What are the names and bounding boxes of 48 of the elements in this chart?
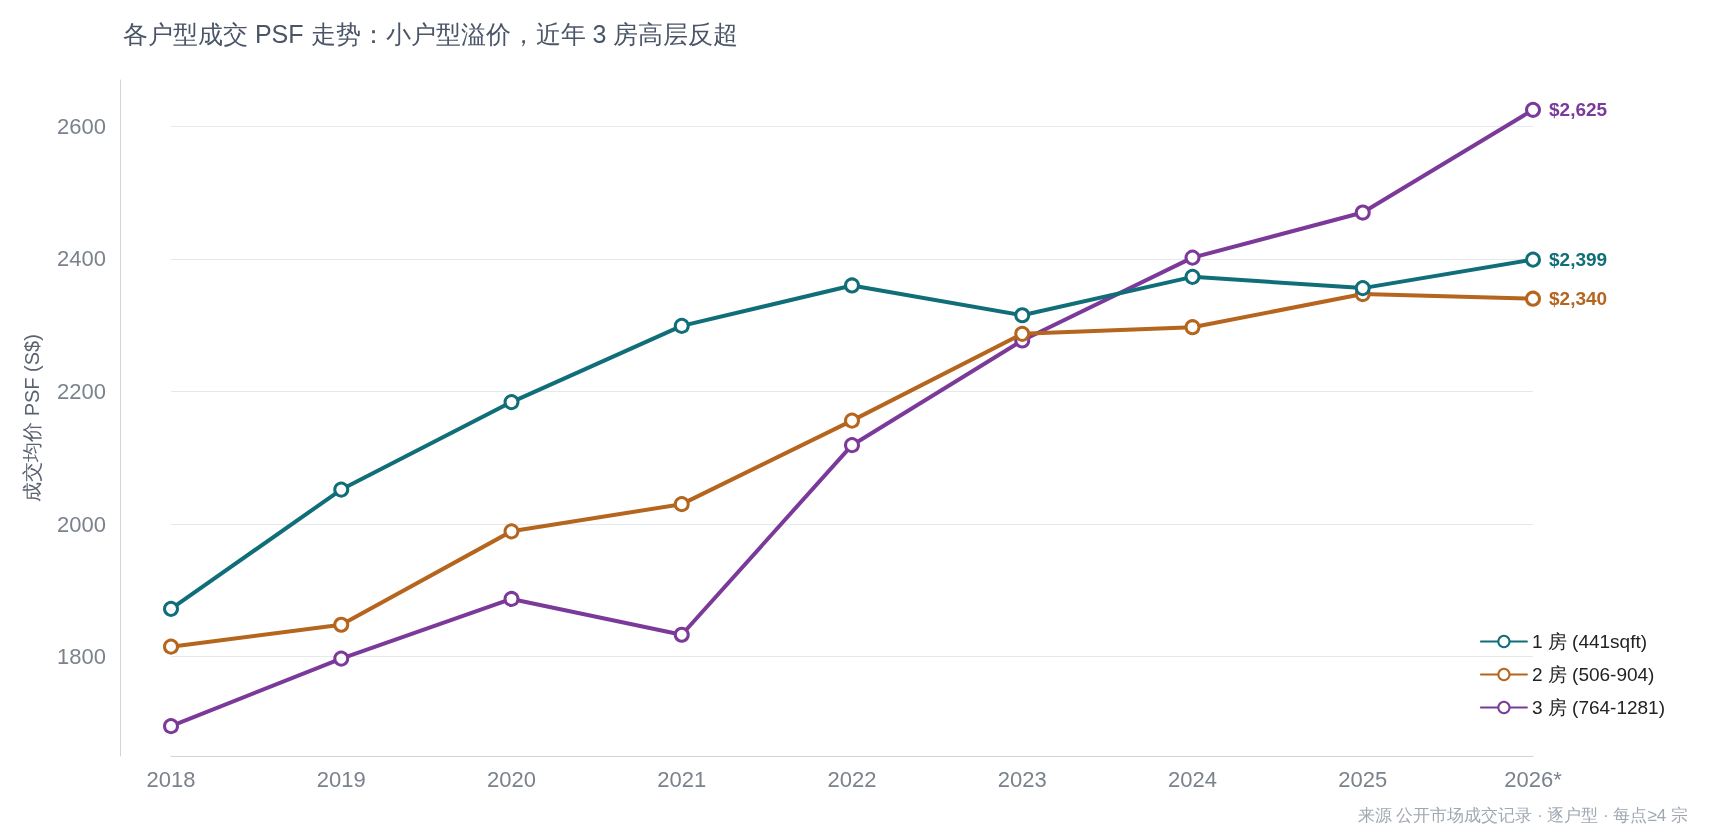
- point: [333, 650, 350, 667]
- x-tick-label: 2020: [487, 766, 536, 792]
- point: [844, 277, 860, 294]
- point: [333, 616, 350, 633]
- x-tick-label: 2021: [657, 766, 707, 792]
- y-tick-label: 2000: [57, 511, 106, 537]
- point: [844, 412, 860, 429]
- point: [1184, 268, 1201, 285]
- x-tick-label: 2026*: [1504, 766, 1563, 792]
- point: [503, 590, 520, 607]
- x-tick-label: 2023: [997, 766, 1047, 792]
- y-tick-label: 1800: [57, 644, 106, 670]
- point: [163, 600, 179, 617]
- point: [1525, 290, 1541, 307]
- y-tick-label: 2600: [57, 113, 106, 139]
- data-label: $2,340: [1549, 288, 1608, 310]
- legend-label: 1 房 (441sqft): [1531, 631, 1648, 652]
- point: [673, 626, 690, 643]
- data-label: $2,399: [1549, 249, 1608, 271]
- point: [1184, 319, 1201, 336]
- y-axis-title: 成交均价 PSF (S$): [21, 334, 43, 502]
- x-tick-label: 2022: [827, 766, 877, 792]
- legend-label: 2 房 (506-904): [1531, 664, 1655, 685]
- y-tick-label: 2400: [57, 246, 106, 272]
- point: [333, 481, 350, 498]
- point: [1014, 307, 1031, 324]
- legend-label: 3 房 (764-1281): [1531, 697, 1665, 718]
- point: [503, 394, 520, 411]
- data-label: $2,625: [1549, 99, 1608, 121]
- x-tick-label: 2024: [1168, 766, 1217, 792]
- point: [1184, 249, 1201, 266]
- point: [163, 638, 179, 655]
- point: [673, 496, 690, 513]
- point: [673, 317, 690, 334]
- y-tick-label: 2200: [57, 378, 106, 404]
- point: [1525, 251, 1541, 268]
- point: [844, 437, 860, 454]
- x-tick-label: 2025: [1338, 766, 1388, 792]
- point: [163, 718, 179, 735]
- point: [1525, 101, 1541, 118]
- point: [1354, 280, 1371, 297]
- chart-title: 各户型成交 PSF 走势：小户型溢价，近年 3 房高层反超: [123, 19, 739, 48]
- source-note: 来源 公开市场成交记录 · 逐户型 · 每点≥4 宗: [1357, 806, 1689, 825]
- point: [1014, 325, 1031, 342]
- x-tick-label: 2018: [146, 766, 196, 792]
- x-tick-label: 2019: [316, 766, 366, 792]
- point: [503, 523, 520, 540]
- point: [1354, 204, 1371, 221]
